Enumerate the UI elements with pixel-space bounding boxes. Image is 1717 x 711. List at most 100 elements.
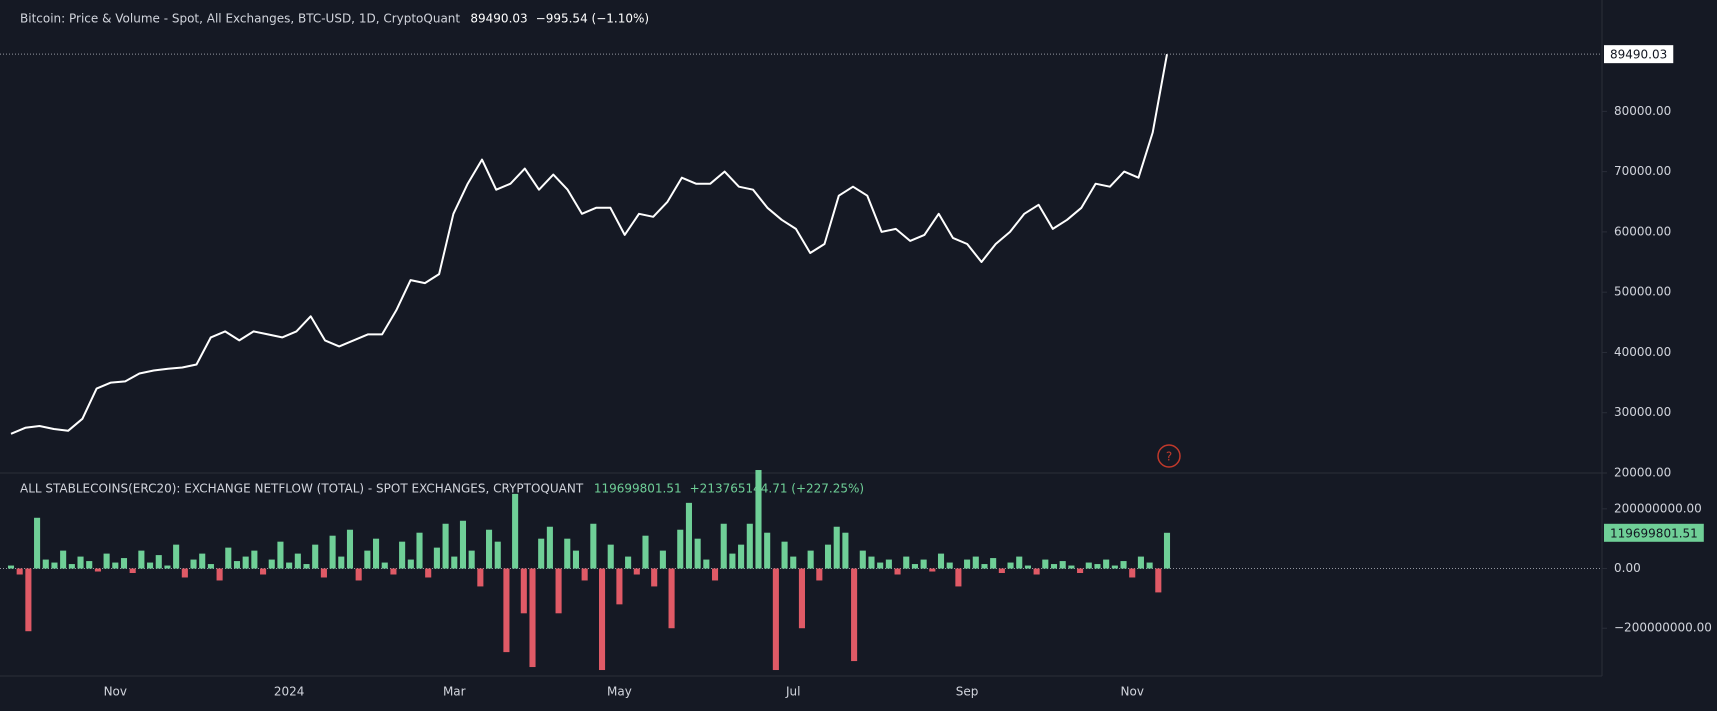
netflow-bar: [181, 568, 188, 578]
netflow-bar: [703, 559, 710, 569]
netflow-bar: [1059, 561, 1066, 569]
netflow-bar: [120, 558, 128, 569]
netflow-bar: [1129, 568, 1136, 578]
netflow-bar: [486, 529, 493, 569]
netflow-bar: [781, 541, 788, 569]
netflow-bar: [399, 541, 406, 569]
netflow-bar: [60, 550, 67, 569]
netflow-bar: [616, 568, 623, 605]
netflow-bar: [990, 558, 997, 569]
netflow-bar: [425, 568, 432, 578]
netflow-bar: [746, 523, 753, 569]
netflow-bar: [442, 523, 449, 569]
x-tick-label: May: [607, 685, 632, 699]
netflow-bar: [51, 562, 58, 569]
netflow-bar: [329, 535, 336, 569]
y-tick-label: 70000.00: [1614, 164, 1671, 178]
netflow-bar: [824, 544, 832, 569]
help-icon[interactable]: [1157, 444, 1181, 468]
netflow-bar: [451, 556, 458, 569]
netflow-bar: [729, 553, 736, 569]
netflow-bar: [868, 556, 875, 569]
netflow-bar: [155, 555, 162, 569]
netflow-bar: [42, 559, 49, 569]
netflow-bar: [738, 544, 745, 569]
netflow-last: 119699801.51: [594, 482, 682, 496]
netflow-bar: [355, 568, 362, 581]
netflow-bar: [1024, 565, 1031, 569]
netflow-bar: [346, 529, 354, 569]
netflow-bar: [34, 517, 41, 569]
netflow-bar: [294, 553, 301, 569]
netflow-bar: [711, 568, 719, 581]
netflow-tag-box: [1604, 523, 1704, 542]
y-tick-label: 40000.00: [1614, 345, 1671, 359]
netflow-bar: [859, 550, 866, 569]
price-tag: 89490.03: [1604, 45, 1674, 64]
netflow-bar: [233, 561, 241, 569]
netflow-bar: [885, 559, 892, 569]
netflow-bar: [668, 568, 675, 629]
price-line: [10, 54, 1168, 435]
netflow-bar: [877, 562, 884, 569]
netflow-bar: [390, 568, 397, 575]
netflow-bar: [520, 568, 527, 614]
netflow-bar: [894, 568, 901, 575]
x-tick-label: Nov: [1121, 685, 1144, 699]
price-tag-box: [1604, 45, 1674, 64]
netflow-bar: [1163, 532, 1171, 569]
netflow-bar: [494, 541, 501, 569]
netflow-bar: [416, 532, 423, 569]
netflow-bar: [129, 568, 136, 574]
netflow-bar: [581, 568, 588, 581]
netflow-bar: [1050, 564, 1058, 569]
netflow-bar: [433, 547, 440, 569]
netflow-bar: [147, 562, 154, 569]
netflow-bar: [903, 556, 910, 569]
netflow-bar: [173, 544, 180, 569]
netflow-bar: [320, 568, 327, 578]
netflow-bar: [981, 564, 988, 569]
netflow-bar: [529, 568, 536, 668]
y-tick-label: 50000.00: [1614, 285, 1671, 299]
netflow-bar: [1068, 565, 1075, 569]
netflow-bar: [312, 544, 319, 569]
price-change: −995.54 (−1.10%): [536, 12, 649, 26]
x-tick-label: Jul: [785, 685, 800, 699]
netflow-bar: [816, 568, 823, 581]
netflow-bar: [407, 559, 414, 569]
netflow-bar: [694, 538, 701, 569]
netflow-bar: [1033, 568, 1040, 575]
netflow-bar: [1120, 561, 1127, 569]
netflow-bar: [842, 532, 849, 569]
netflow-bar: [86, 561, 93, 569]
netflow-bar: [251, 550, 258, 569]
netflow-bar: [225, 547, 232, 569]
y-tick-label: 30000.00: [1614, 405, 1671, 419]
netflow-bar: [1103, 559, 1110, 569]
netflow-bar: [94, 568, 101, 572]
netflow-bar: [268, 559, 275, 569]
netflow-bar: [260, 568, 267, 575]
netflow-bar: [512, 493, 519, 569]
y-tick-label: 80000.00: [1614, 104, 1671, 118]
netflow-tag: 119699801.51: [1604, 523, 1704, 542]
netflow-bar: [920, 559, 927, 569]
netflow-bar: [338, 556, 345, 569]
netflow-bar: [633, 568, 640, 575]
netflow-bar: [1146, 562, 1153, 569]
price-tag-text: 89490.03: [1610, 48, 1667, 62]
netflow-bar: [477, 568, 484, 587]
netflow-bar: [833, 526, 840, 569]
netflow-bar: [25, 568, 32, 632]
netflow-bar: [937, 553, 945, 569]
netflow-bar: [16, 568, 23, 575]
netflow-bar: [103, 553, 110, 569]
netflow-bar: [607, 544, 614, 569]
netflow-bar: [972, 556, 979, 569]
netflow-bar: [790, 556, 797, 569]
netflow-bar: [998, 568, 1005, 574]
netflow-bar: [303, 564, 310, 569]
netflow-bar: [555, 568, 562, 614]
